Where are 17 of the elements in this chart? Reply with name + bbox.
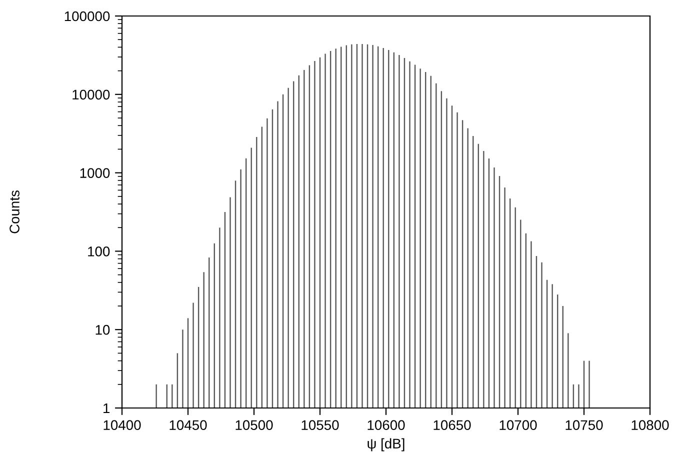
y-tick-label: 100 — [88, 246, 110, 256]
y-tick-label: 1 — [104, 403, 110, 414]
y-tick-label: 1000 — [80, 168, 110, 178]
x-tick-label: 10500 — [236, 420, 273, 430]
x-tick-label: 10800 — [632, 420, 669, 430]
x-tick-label: 10550 — [302, 420, 339, 430]
x-tick-label: 10450 — [170, 420, 207, 430]
y-tick-label: 10000 — [72, 90, 110, 100]
x-tick-label: 10600 — [368, 420, 405, 430]
y-tick-label: 10 — [96, 324, 110, 335]
x-tick-label: 10700 — [500, 420, 537, 430]
x-tick-label: 10650 — [434, 420, 471, 430]
x-axis-title: ψ [dB] — [368, 438, 404, 452]
y-tick-label: 100000 — [64, 11, 110, 22]
y-axis-title: Counts — [10, 190, 20, 234]
x-tick-label: 10400 — [104, 420, 141, 430]
x-tick-label: 10750 — [566, 420, 603, 430]
